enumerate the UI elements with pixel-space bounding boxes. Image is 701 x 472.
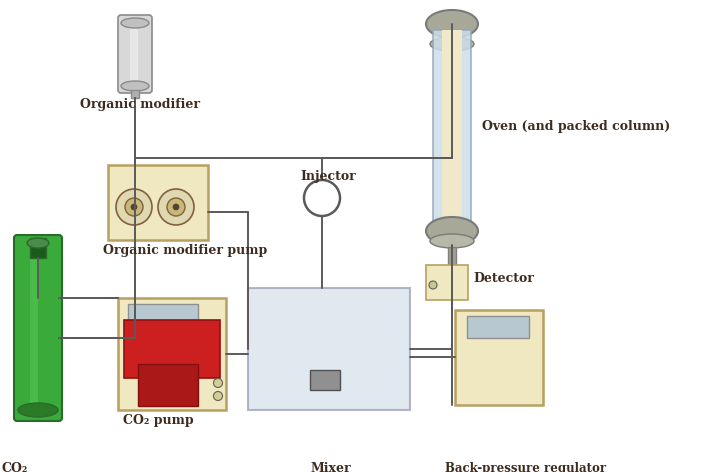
Ellipse shape — [426, 10, 478, 38]
Bar — [130, 22, 138, 86]
Ellipse shape — [121, 18, 149, 28]
Text: Organic modifier pump: Organic modifier pump — [103, 244, 267, 257]
FancyBboxPatch shape — [108, 165, 208, 240]
Text: CO₂: CO₂ — [2, 462, 28, 472]
Text: Oven (and packed column): Oven (and packed column) — [482, 120, 670, 133]
Circle shape — [125, 198, 143, 216]
Text: Organic modifier: Organic modifier — [80, 98, 200, 111]
Text: Back-pressure regulator: Back-pressure regulator — [445, 462, 606, 472]
Circle shape — [214, 391, 222, 401]
Circle shape — [214, 379, 222, 388]
Text: Detector: Detector — [473, 271, 534, 285]
Circle shape — [158, 189, 194, 225]
Bar — [30, 243, 38, 413]
Bar — [442, 30, 462, 227]
Bar — [131, 90, 139, 98]
Ellipse shape — [18, 403, 58, 417]
Bar — [124, 320, 220, 378]
Bar — [138, 364, 198, 406]
FancyBboxPatch shape — [14, 235, 62, 421]
FancyBboxPatch shape — [118, 15, 152, 93]
Bar — [448, 247, 456, 265]
Bar — [128, 304, 198, 320]
Bar — [467, 316, 529, 338]
Ellipse shape — [430, 37, 474, 51]
Circle shape — [173, 204, 179, 210]
Bar — [248, 288, 410, 410]
Ellipse shape — [27, 238, 49, 248]
Bar — [310, 370, 340, 390]
Text: Injector: Injector — [300, 170, 355, 183]
Ellipse shape — [430, 234, 474, 248]
Text: Mixer: Mixer — [311, 462, 352, 472]
Ellipse shape — [121, 81, 149, 91]
Circle shape — [167, 198, 185, 216]
Circle shape — [116, 189, 152, 225]
FancyBboxPatch shape — [118, 298, 226, 410]
Ellipse shape — [426, 217, 478, 245]
Circle shape — [429, 281, 437, 289]
Bar — [433, 30, 471, 227]
FancyBboxPatch shape — [426, 265, 468, 300]
FancyBboxPatch shape — [455, 310, 543, 405]
Bar — [30, 238, 46, 258]
Text: CO₂ pump: CO₂ pump — [123, 414, 193, 427]
Circle shape — [131, 204, 137, 210]
